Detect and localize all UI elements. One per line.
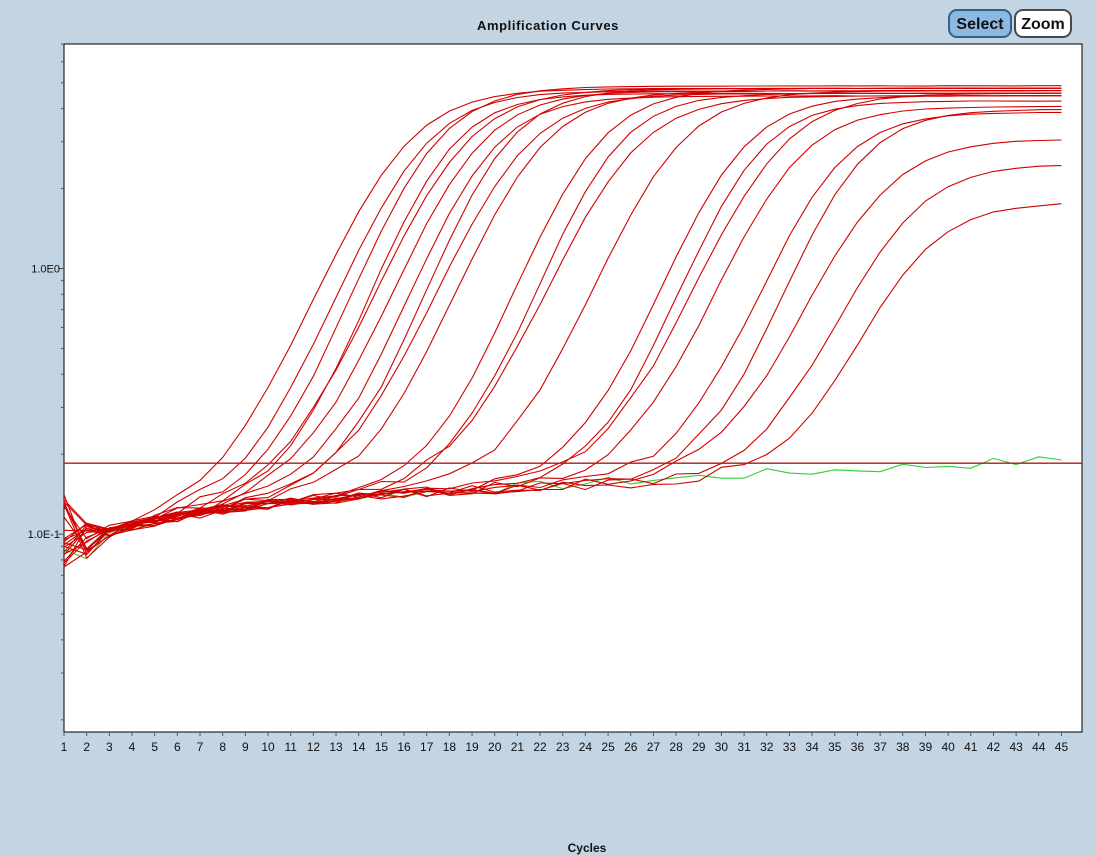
x-tick-label: 26	[624, 740, 638, 754]
x-tick-label: 20	[488, 740, 502, 754]
x-tick-label: 11	[284, 740, 297, 754]
plot-area	[63, 43, 1083, 733]
x-tick-label: 9	[242, 740, 249, 754]
amplification-curve	[63, 203, 1062, 555]
x-tick-label: 43	[1009, 740, 1023, 754]
x-tick-label: 42	[987, 740, 1001, 754]
x-tick-label: 32	[760, 740, 774, 754]
x-tick-label: 38	[896, 740, 910, 754]
x-tick-label: 12	[307, 740, 321, 754]
x-tick-label: 25	[601, 740, 615, 754]
x-tick-label: 39	[919, 740, 933, 754]
x-tick-label: 18	[443, 740, 457, 754]
x-tick-label: 40	[941, 740, 955, 754]
x-tick-label: 29	[692, 740, 706, 754]
x-tick-label: 4	[129, 740, 136, 754]
amplification-curve	[63, 105, 1062, 548]
amplification-curve	[63, 94, 1062, 550]
x-tick-label: 41	[964, 740, 978, 754]
x-tick-label: 21	[511, 740, 525, 754]
x-tick-label: 13	[329, 740, 343, 754]
amplification-curve	[63, 111, 1062, 560]
x-tick-label: 3	[106, 740, 113, 754]
x-tick-label: 45	[1055, 740, 1069, 754]
x-tick-label: 24	[579, 740, 593, 754]
amplification-curve	[63, 165, 1062, 533]
x-tick-label: 17	[420, 740, 434, 754]
x-tick-label: 7	[197, 740, 204, 754]
zoom-button[interactable]: Zoom	[1014, 9, 1072, 38]
x-tick-label: 19	[465, 740, 479, 754]
y-tick-label: 1.0E0	[31, 264, 60, 276]
y-tick-label: 1.0E-1	[28, 529, 60, 541]
x-tick-label: 14	[352, 740, 366, 754]
x-axis-label: Cycles	[568, 841, 607, 855]
x-tick-label: 8	[219, 740, 226, 754]
x-tick-label: 1	[61, 740, 68, 754]
x-tick-label: 5	[151, 740, 158, 754]
x-tick-label: 34	[805, 740, 819, 754]
x-tick-label: 6	[174, 740, 181, 754]
x-tick-label: 28	[669, 740, 683, 754]
x-tick-label: 23	[556, 740, 570, 754]
x-tick-label: 16	[397, 740, 411, 754]
chart-title: Amplification Curves	[476, 18, 620, 33]
x-tick-label: 22	[533, 740, 547, 754]
x-tick-label: 27	[647, 740, 661, 754]
amplification-curve	[63, 85, 1062, 543]
x-tick-label: 33	[783, 740, 797, 754]
x-tick-label: 35	[828, 740, 842, 754]
x-tick-label: 30	[715, 740, 729, 754]
x-tick-label: 37	[873, 740, 887, 754]
x-tick-label: 44	[1032, 740, 1046, 754]
select-button[interactable]: Select	[948, 9, 1012, 38]
x-tick-label: 36	[851, 740, 865, 754]
x-tick-label: 2	[83, 740, 90, 754]
x-tick-label: 31	[737, 740, 751, 754]
x-tick-label: 10	[261, 740, 275, 754]
x-tick-label: 15	[375, 740, 389, 754]
